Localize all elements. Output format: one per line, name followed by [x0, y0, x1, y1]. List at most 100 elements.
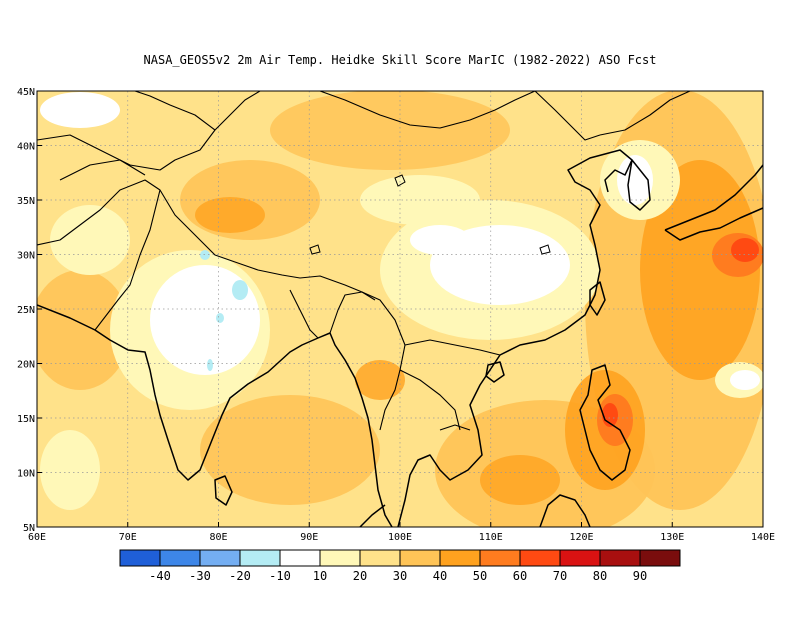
field-patch: [410, 225, 470, 255]
lat-tick-label: 45N: [17, 87, 35, 98]
colorbar-swatch: [279, 549, 321, 567]
border-manchuria: [599, 91, 691, 136]
skill-score-map: [37, 91, 763, 527]
colorbar-label: 60: [513, 569, 527, 583]
border-central-asia-2: [59, 159, 146, 181]
field-patch: [480, 455, 560, 505]
country-borders: [37, 91, 691, 431]
lon-tick-label: 120E: [569, 532, 593, 543]
lat-tick-label: 20N: [17, 360, 35, 371]
lake: [539, 244, 551, 255]
border-vietnam: [404, 339, 501, 356]
coastline-srilanka: [214, 475, 233, 506]
lat-tick-label: 15N: [17, 414, 35, 425]
colorbar-swatch: [439, 549, 481, 567]
longitude-ticks: 60E 70E 80E 90E 100E 110E 120E 130E 140E: [28, 522, 775, 543]
lat-tick-label: 35N: [17, 196, 35, 207]
lon-tick-label: 70E: [119, 532, 137, 543]
field-patch: [640, 160, 760, 380]
lat-tick-label: 30N: [17, 251, 35, 262]
colorbar-swatch: [599, 549, 641, 567]
colorbar-label: 70: [553, 569, 567, 583]
border-laos-thailand: [399, 369, 461, 431]
colorbar-swatch: [359, 549, 401, 567]
colorbar-swatch: [199, 549, 241, 567]
coastlines: [37, 149, 763, 527]
lake: [309, 244, 321, 255]
colorbar-label: 40: [433, 569, 447, 583]
lat-tick-label: 5N: [23, 523, 35, 534]
field-patch: [40, 430, 100, 510]
lat-tick-label: 40N: [17, 142, 35, 153]
field-patch: [37, 270, 130, 390]
lon-tick-label: 90E: [300, 532, 318, 543]
lon-tick-label: 60E: [28, 532, 46, 543]
colorbar-label: 10: [313, 569, 327, 583]
colorbar-swatch: [319, 549, 361, 567]
border-kazakh: [134, 91, 216, 131]
colorbar-swatch: [239, 549, 281, 567]
colorbar-swatch: [479, 549, 521, 567]
coastline-sumatra: [359, 504, 386, 527]
colorbar-label: 20: [353, 569, 367, 583]
field-patch: [232, 280, 248, 300]
lat-tick-label: 10N: [17, 469, 35, 480]
field-patch: [207, 359, 213, 371]
field-patch: [200, 250, 210, 260]
coastline-indochina: [397, 354, 501, 527]
colorbar-label: 90: [633, 569, 647, 583]
coastline-taiwan: [589, 281, 606, 316]
lakes: [309, 174, 551, 255]
colorbar: -40 -30 -20 -10 10 20 30 40 50 60 70 80 90: [119, 549, 681, 583]
coastline-japan-south: [664, 207, 763, 241]
coastline-china: [499, 149, 633, 356]
colorbar-swatch: [559, 549, 601, 567]
colorbar-swatch: [639, 549, 681, 567]
lake: [394, 174, 406, 187]
latitude-ticks: 5N 10N 15N 20N 25N 30N 35N 40N 45N: [17, 87, 42, 534]
lon-tick-label: 130E: [660, 532, 684, 543]
lon-tick-label: 80E: [209, 532, 227, 543]
border-cambodia: [439, 424, 471, 431]
field-patch: [40, 92, 120, 128]
coastline-borneo: [539, 494, 591, 527]
field-patch: [355, 360, 405, 400]
border-mongolia-east: [534, 91, 601, 141]
lon-tick-label: 140E: [751, 532, 775, 543]
border-mongolia: [319, 91, 536, 129]
border-himalaya: [159, 189, 376, 301]
border-bangladesh: [289, 289, 319, 339]
colorbar-swatch: [519, 549, 561, 567]
coastline-korea: [627, 159, 651, 211]
field-patch: [730, 370, 760, 390]
colorbar-label: 30: [393, 569, 407, 583]
colorbar-swatch: [159, 549, 201, 567]
lat-tick-label: 25N: [17, 305, 35, 316]
colorbar-swatch: [119, 549, 161, 567]
colorbar-label: -10: [269, 569, 291, 583]
colorbar-label: 80: [593, 569, 607, 583]
field-patch: [216, 313, 224, 323]
border-central-asia: [37, 91, 261, 171]
field-patch: [617, 155, 653, 205]
lon-tick-label: 100E: [388, 532, 412, 543]
coastline-hainan: [485, 361, 505, 383]
colorbar-label: -30: [189, 569, 211, 583]
coastline-india: [37, 304, 393, 527]
colorbar-label: -40: [149, 569, 171, 583]
border-pakistan: [37, 179, 161, 331]
map-title: NASA_GEOS5v2 2m Air Temp. Heidke Skill S…: [144, 53, 657, 67]
colorbar-label: -20: [229, 569, 251, 583]
field-patch: [195, 197, 265, 233]
field-patch: [731, 238, 759, 262]
lon-tick-label: 110E: [479, 532, 503, 543]
coastline-philippines: [579, 364, 631, 481]
border-myanmar: [329, 291, 406, 431]
skill-field: [37, 91, 763, 527]
colorbar-swatch: [399, 549, 441, 567]
coastline-japan: [664, 164, 763, 231]
field-patch: [50, 205, 130, 275]
field-patch: [270, 91, 510, 170]
colorbar-label: 50: [473, 569, 487, 583]
